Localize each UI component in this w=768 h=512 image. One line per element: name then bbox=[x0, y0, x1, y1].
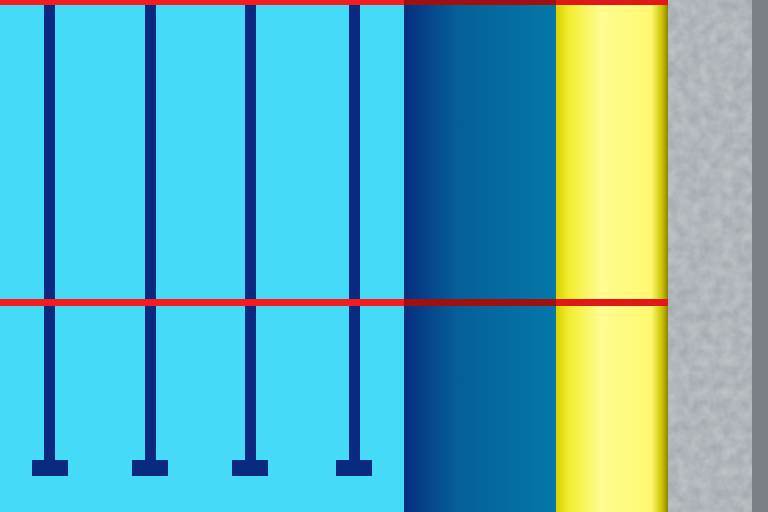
concrete-texture bbox=[668, 0, 754, 512]
red-line bbox=[556, 0, 668, 5]
red-line bbox=[404, 299, 556, 306]
red-line bbox=[404, 0, 556, 5]
rod bbox=[349, 0, 360, 464]
rod-foot bbox=[132, 460, 168, 476]
red-line bbox=[0, 299, 404, 306]
rod-foot bbox=[336, 460, 372, 476]
red-lines bbox=[0, 0, 668, 306]
water-layer bbox=[0, 0, 404, 512]
rod-foot bbox=[32, 460, 68, 476]
wall-edge bbox=[752, 0, 768, 512]
rod bbox=[145, 0, 156, 464]
red-line bbox=[556, 299, 668, 306]
rod bbox=[245, 0, 256, 464]
red-line bbox=[0, 0, 404, 5]
rod-foot bbox=[232, 460, 268, 476]
insulation-layer bbox=[556, 0, 668, 512]
rod bbox=[44, 0, 55, 464]
deep-layer bbox=[404, 0, 556, 512]
rods bbox=[32, 0, 372, 476]
